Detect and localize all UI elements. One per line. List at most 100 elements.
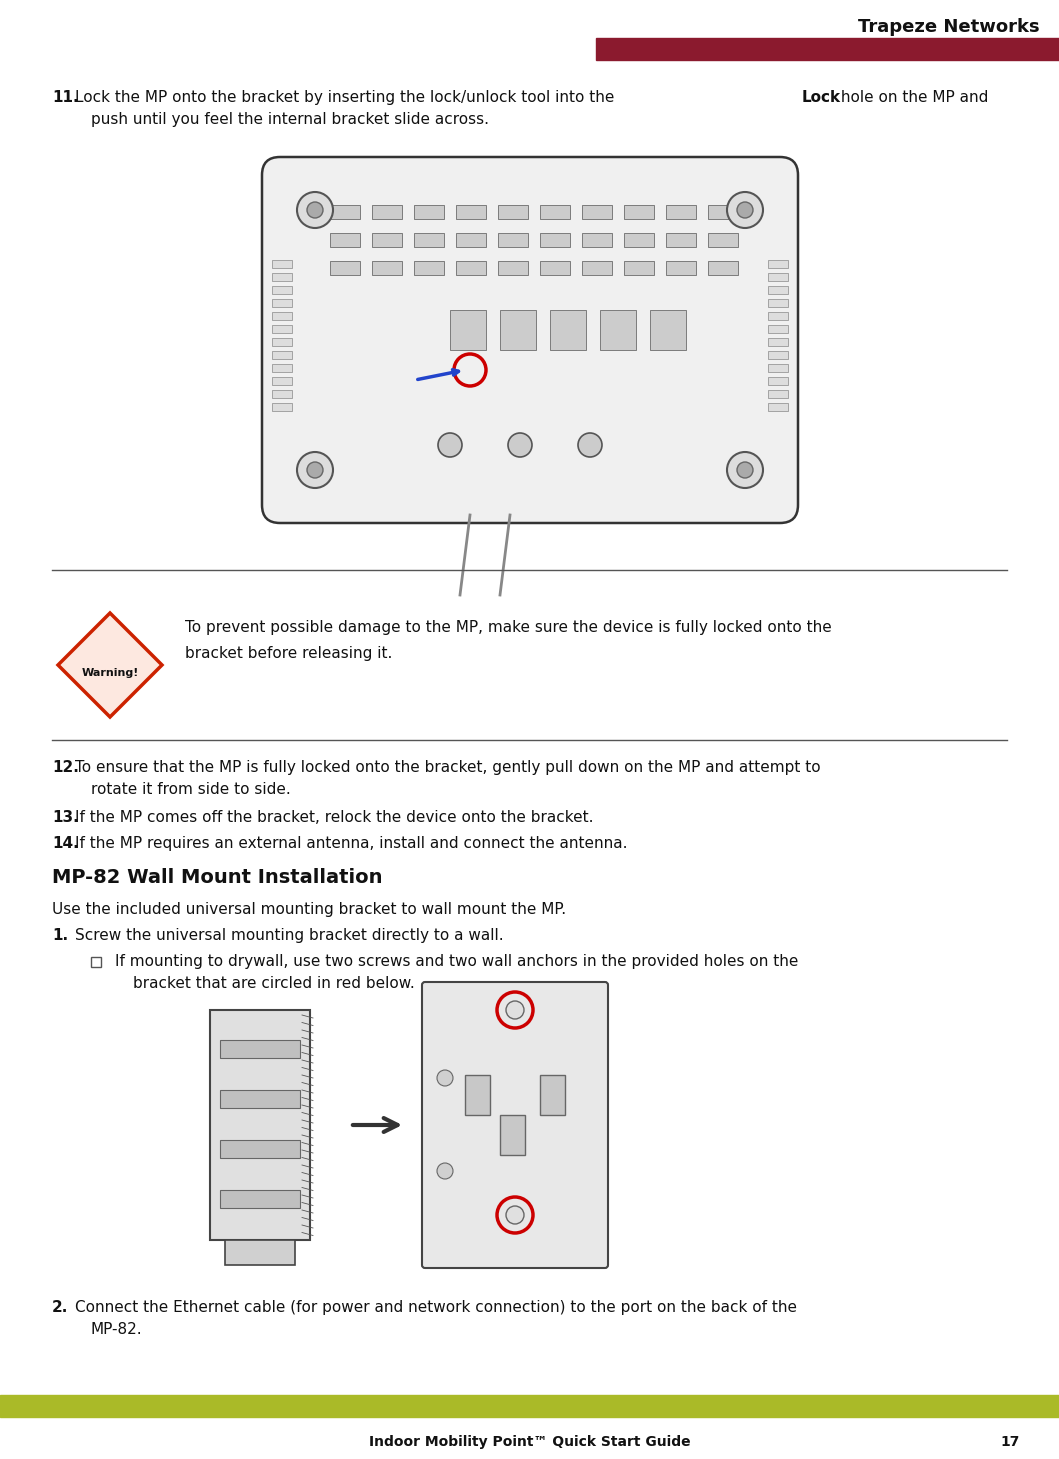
Bar xyxy=(272,363,292,372)
Bar xyxy=(220,1040,300,1058)
Bar xyxy=(330,233,360,247)
Text: If the MP comes off the bracket, relock the device onto the bracket.: If the MP comes off the bracket, relock … xyxy=(75,810,593,824)
Bar xyxy=(500,1115,525,1156)
Bar xyxy=(450,309,486,350)
Circle shape xyxy=(737,201,753,217)
Bar xyxy=(666,206,696,219)
Text: push until you feel the internal bracket slide across.: push until you feel the internal bracket… xyxy=(91,112,489,127)
Bar xyxy=(582,233,612,247)
Text: Warning!: Warning! xyxy=(82,668,139,678)
Bar xyxy=(272,273,292,282)
Circle shape xyxy=(437,1163,453,1179)
Bar xyxy=(650,309,686,350)
Bar xyxy=(624,206,654,219)
Bar xyxy=(500,309,536,350)
Bar xyxy=(624,261,654,274)
Bar xyxy=(414,233,444,247)
Text: Trapeze Networks: Trapeze Networks xyxy=(859,18,1040,36)
Circle shape xyxy=(578,433,602,457)
Circle shape xyxy=(506,1207,524,1224)
Text: 17: 17 xyxy=(1001,1436,1020,1449)
Bar xyxy=(272,403,292,411)
Bar xyxy=(414,261,444,274)
Circle shape xyxy=(726,452,762,487)
Text: If mounting to drywall, use two screws and two wall anchors in the provided hole: If mounting to drywall, use two screws a… xyxy=(115,954,798,969)
Bar xyxy=(540,206,570,219)
Circle shape xyxy=(297,193,333,228)
Text: Use the included universal mounting bracket to wall mount the MP.: Use the included universal mounting brac… xyxy=(52,902,567,918)
Bar xyxy=(456,206,486,219)
Text: 2.: 2. xyxy=(52,1300,69,1315)
Text: Connect the Ethernet cable (for power and network connection) to the port on the: Connect the Ethernet cable (for power an… xyxy=(75,1300,797,1315)
Bar xyxy=(330,261,360,274)
Bar xyxy=(272,352,292,359)
Bar xyxy=(768,352,788,359)
Bar xyxy=(768,390,788,398)
Text: To prevent possible damage to the MP, make sure the device is fully locked onto : To prevent possible damage to the MP, ma… xyxy=(185,620,831,635)
Bar xyxy=(272,338,292,346)
Circle shape xyxy=(508,433,532,457)
Circle shape xyxy=(506,1001,524,1018)
Bar xyxy=(768,260,788,268)
Text: bracket that are circled in red below.: bracket that are circled in red below. xyxy=(133,976,415,991)
Bar xyxy=(372,206,402,219)
Bar xyxy=(330,206,360,219)
Bar xyxy=(768,363,788,372)
FancyBboxPatch shape xyxy=(421,982,608,1268)
Bar xyxy=(540,233,570,247)
Text: Lock: Lock xyxy=(802,90,841,105)
Text: MP-82 Wall Mount Installation: MP-82 Wall Mount Installation xyxy=(52,868,382,887)
Text: Screw the universal mounting bracket directly to a wall.: Screw the universal mounting bracket dir… xyxy=(75,928,504,943)
Bar xyxy=(272,325,292,333)
Bar xyxy=(272,376,292,385)
Circle shape xyxy=(297,452,333,487)
Polygon shape xyxy=(58,613,162,716)
Bar xyxy=(708,233,738,247)
Bar xyxy=(91,957,101,967)
Text: If the MP requires an external antenna, install and connect the antenna.: If the MP requires an external antenna, … xyxy=(75,836,628,851)
Text: 1.: 1. xyxy=(52,928,68,943)
Bar xyxy=(220,1090,300,1107)
Circle shape xyxy=(307,463,323,479)
Bar xyxy=(220,1139,300,1158)
Bar xyxy=(582,261,612,274)
Bar xyxy=(456,261,486,274)
Bar xyxy=(768,312,788,320)
Bar xyxy=(768,273,788,282)
Bar xyxy=(272,312,292,320)
Bar xyxy=(498,233,528,247)
Bar xyxy=(372,261,402,274)
Bar xyxy=(768,376,788,385)
Bar xyxy=(456,233,486,247)
Text: 13.: 13. xyxy=(52,810,78,824)
Bar xyxy=(768,299,788,306)
Bar xyxy=(210,1010,310,1240)
Bar xyxy=(225,1240,295,1265)
Text: 14.: 14. xyxy=(52,836,78,851)
Bar xyxy=(272,299,292,306)
Bar xyxy=(272,260,292,268)
Circle shape xyxy=(307,201,323,217)
Bar xyxy=(768,403,788,411)
Bar xyxy=(272,286,292,295)
Bar xyxy=(708,206,738,219)
Bar xyxy=(624,233,654,247)
Bar xyxy=(540,261,570,274)
Bar xyxy=(600,309,636,350)
Bar xyxy=(498,206,528,219)
Circle shape xyxy=(437,1069,453,1085)
Bar xyxy=(465,1075,490,1115)
Bar xyxy=(272,390,292,398)
Circle shape xyxy=(737,463,753,479)
Bar xyxy=(708,261,738,274)
Bar xyxy=(768,325,788,333)
Text: rotate it from side to side.: rotate it from side to side. xyxy=(91,782,291,797)
Text: Indoor Mobility Point™ Quick Start Guide: Indoor Mobility Point™ Quick Start Guide xyxy=(370,1436,690,1449)
Bar xyxy=(498,261,528,274)
Bar xyxy=(372,233,402,247)
FancyBboxPatch shape xyxy=(262,158,798,522)
Text: Lock the MP onto the bracket by inserting the lock/unlock tool into the: Lock the MP onto the bracket by insertin… xyxy=(75,90,620,105)
Circle shape xyxy=(438,433,462,457)
Bar xyxy=(220,1191,300,1208)
Text: bracket before releasing it.: bracket before releasing it. xyxy=(185,646,393,661)
